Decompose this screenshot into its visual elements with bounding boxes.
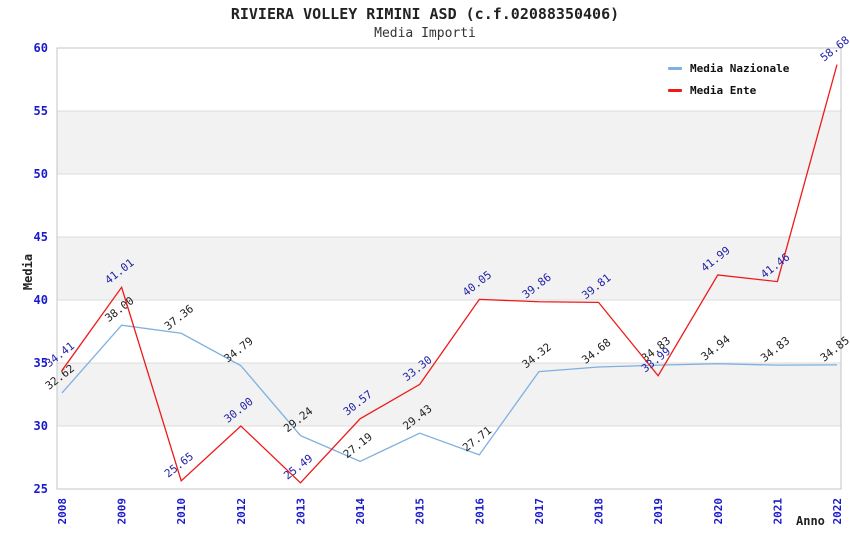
chart-title: RIVIERA VOLLEY RIMINI ASD (c.f.020883504… bbox=[230, 5, 620, 23]
chart-legend: Media Nazionale Media Ente bbox=[668, 62, 789, 97]
point-label: 25.49 bbox=[281, 452, 315, 483]
point-label: 34.68 bbox=[579, 336, 613, 367]
y-tick-label: 60 bbox=[34, 41, 48, 55]
legend-label: Media Nazionale bbox=[690, 62, 790, 75]
x-tick-label: 2019 bbox=[652, 498, 665, 525]
legend-swatch-icon bbox=[668, 67, 682, 70]
x-tick-label: 2013 bbox=[294, 498, 307, 525]
band bbox=[57, 363, 841, 426]
x-tick-label: 2017 bbox=[533, 498, 546, 525]
series-line-media-ente bbox=[61, 64, 838, 484]
band bbox=[57, 237, 841, 300]
y-tick-label: 50 bbox=[34, 167, 48, 181]
x-tick-label: 2016 bbox=[473, 498, 486, 525]
x-tick-label: 2010 bbox=[175, 498, 188, 525]
y-tick-label: 30 bbox=[34, 419, 48, 433]
point-label: 27.71 bbox=[460, 424, 494, 455]
y-tick-label: 35 bbox=[34, 356, 48, 370]
x-tick-label: 2020 bbox=[712, 498, 725, 525]
band bbox=[57, 111, 841, 174]
x-tick-label: 2018 bbox=[593, 498, 606, 525]
x-tick-label: 2022 bbox=[831, 498, 844, 525]
legend-swatch-icon bbox=[668, 89, 682, 92]
legend-item-media-ente: Media Ente bbox=[668, 84, 789, 97]
legend-item-media-nazionale: Media Nazionale bbox=[668, 62, 789, 75]
x-tick-label: 2014 bbox=[354, 498, 367, 525]
y-tick-label: 55 bbox=[34, 104, 48, 118]
chart-subtitle: Media Importi bbox=[374, 26, 476, 41]
point-label: 34.83 bbox=[758, 334, 792, 365]
y-axis-title: Media bbox=[21, 253, 35, 291]
x-tick-label: 2015 bbox=[414, 498, 427, 525]
point-label: 34.85 bbox=[818, 334, 850, 365]
y-tick-label: 40 bbox=[34, 293, 48, 307]
point-label: 34.79 bbox=[222, 335, 256, 366]
y-tick-label: 25 bbox=[34, 482, 48, 496]
y-tick-label: 45 bbox=[34, 230, 48, 244]
point-label: 37.36 bbox=[162, 302, 196, 333]
x-tick-label: 2012 bbox=[235, 498, 248, 525]
legend-label: Media Ente bbox=[690, 84, 757, 97]
point-label: 34.94 bbox=[699, 332, 733, 363]
x-axis-title: Anno bbox=[796, 514, 825, 528]
plot-border bbox=[56, 47, 842, 490]
x-tick-label: 2009 bbox=[116, 498, 129, 525]
x-tick-label: 2021 bbox=[771, 498, 784, 525]
series-line-media-nazionale bbox=[61, 324, 838, 463]
x-tick-label: 2008 bbox=[56, 498, 69, 525]
